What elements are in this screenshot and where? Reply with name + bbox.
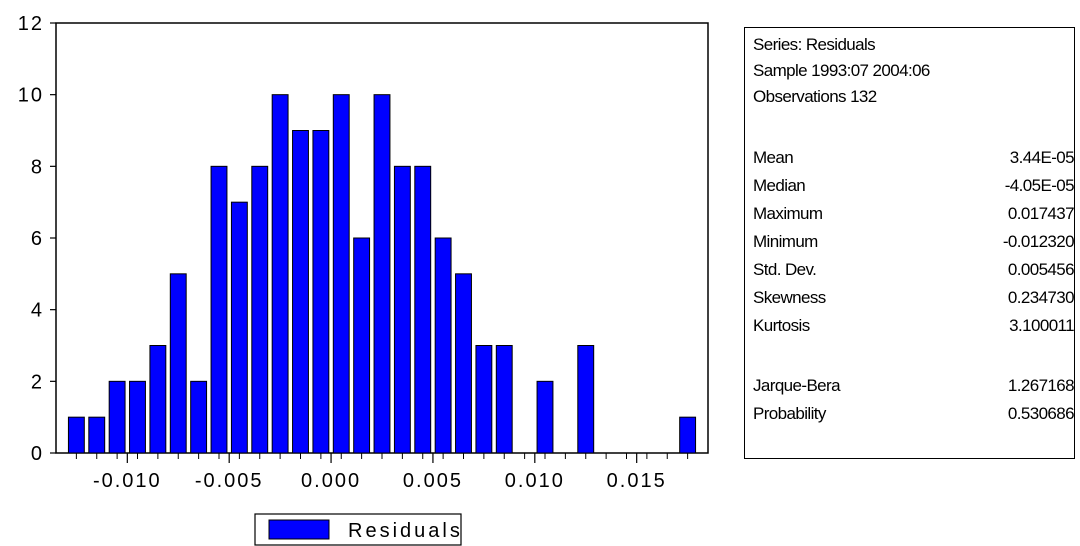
y-tick-label: 2 bbox=[31, 371, 44, 393]
y-tick-label: 12 bbox=[18, 13, 44, 35]
histogram-bar bbox=[190, 380, 208, 454]
stat-label: Maximum bbox=[753, 204, 823, 223]
x-tick-label: 0.015 bbox=[607, 470, 667, 492]
stat-value: 0.530686 bbox=[1007, 404, 1075, 423]
histogram-bar bbox=[353, 237, 371, 454]
y-axis: 0 2 4 6 8 10 12 bbox=[18, 13, 56, 465]
stat-label: Skewness bbox=[753, 288, 826, 307]
y-tick-label: 10 bbox=[18, 85, 44, 107]
stat-value: -4.05E-05 bbox=[1004, 176, 1075, 195]
histogram-bar bbox=[577, 345, 595, 454]
stat-label: Minimum bbox=[753, 232, 818, 251]
stat-value: 0.234730 bbox=[1007, 288, 1075, 307]
stat-label: Mean bbox=[753, 148, 794, 167]
stats-row-mean: Mean 3.44E-05 bbox=[753, 144, 1075, 172]
stats-observations-line: Observations 132 bbox=[753, 87, 877, 106]
bars-group bbox=[67, 94, 697, 454]
legend-swatch bbox=[268, 519, 330, 540]
histogram-bar bbox=[271, 94, 289, 454]
histogram-bar bbox=[251, 165, 269, 454]
stats-row-kurtosis: Kurtosis 3.100011 bbox=[753, 312, 1075, 340]
x-tick-label: 0.000 bbox=[301, 470, 361, 492]
stat-value: 0.005456 bbox=[1007, 260, 1075, 279]
histogram-bar bbox=[129, 380, 146, 454]
histogram-bar bbox=[536, 380, 554, 454]
histogram-bar bbox=[434, 237, 452, 454]
y-tick-label: 6 bbox=[31, 228, 44, 250]
histogram-bar bbox=[108, 380, 126, 454]
stats-row-jarque-bera: Jarque-Bera 1.267168 bbox=[753, 372, 1075, 400]
histogram-bar bbox=[292, 130, 309, 454]
stats-row-maximum: Maximum 0.017437 bbox=[753, 200, 1075, 228]
histogram-bar bbox=[88, 416, 106, 454]
histogram-bar bbox=[312, 130, 330, 454]
x-tick-label: 0.005 bbox=[403, 470, 463, 492]
histogram-bar bbox=[332, 94, 350, 454]
stat-label: Probability bbox=[753, 404, 826, 423]
x-tick-label: 0.010 bbox=[505, 470, 565, 492]
statistics-panel: Series: Residuals Sample 1993:07 2004:06… bbox=[744, 27, 1075, 459]
stat-value: 0.017437 bbox=[1007, 204, 1075, 223]
stat-label: Jarque-Bera bbox=[753, 376, 841, 395]
histogram-bar bbox=[210, 165, 228, 454]
histogram-bar bbox=[679, 416, 697, 454]
histogram-chart: 0 2 4 6 8 10 12 -0.010 -0.005 0.000 0.005 0.010 0.0… bbox=[18, 13, 709, 546]
stats-row-probability: Probability 0.530686 bbox=[753, 400, 1075, 428]
stats-row-minimum: Minimum -0.012320 bbox=[753, 228, 1075, 256]
stat-value: 3.100011 bbox=[1009, 316, 1074, 335]
stat-label: Kurtosis bbox=[753, 316, 810, 335]
y-tick-label: 4 bbox=[31, 300, 44, 322]
y-tick-label: 0 bbox=[31, 443, 44, 465]
histogram-bar bbox=[373, 94, 391, 454]
histogram-bar bbox=[475, 345, 493, 454]
x-tick-label: -0.005 bbox=[195, 470, 264, 492]
stats-series-line: Series: Residuals bbox=[753, 35, 876, 54]
histogram-bar bbox=[149, 345, 167, 454]
histogram-bar bbox=[455, 273, 472, 454]
stats-row-median: Median -4.05E-05 bbox=[753, 172, 1075, 200]
stats-row-skewness: Skewness 0.234730 bbox=[753, 284, 1075, 312]
stat-value: -0.012320 bbox=[1002, 232, 1075, 251]
histogram-bar bbox=[393, 165, 411, 454]
legend-label: Residuals bbox=[348, 520, 463, 542]
x-axis: -0.010 -0.005 0.000 0.005 0.010 0.015 bbox=[75, 453, 689, 492]
legend: Residuals bbox=[254, 513, 463, 546]
stat-value: 1.267168 bbox=[1007, 376, 1075, 395]
stats-sample-line: Sample 1993:07 2004:06 bbox=[753, 61, 930, 80]
histogram-bar bbox=[230, 201, 248, 454]
histogram-bar bbox=[67, 416, 85, 454]
stat-label: Std. Dev. bbox=[753, 260, 817, 279]
stat-label: Median bbox=[753, 176, 806, 195]
stats-row-std-dev: Std. Dev. 0.005456 bbox=[753, 256, 1075, 284]
stat-value: 3.44E-05 bbox=[1009, 148, 1075, 167]
x-tick-label: -0.010 bbox=[93, 470, 162, 492]
y-tick-label: 8 bbox=[31, 156, 44, 178]
histogram-bar bbox=[414, 165, 432, 454]
histogram-bar bbox=[495, 345, 513, 454]
histogram-bar bbox=[169, 273, 187, 454]
